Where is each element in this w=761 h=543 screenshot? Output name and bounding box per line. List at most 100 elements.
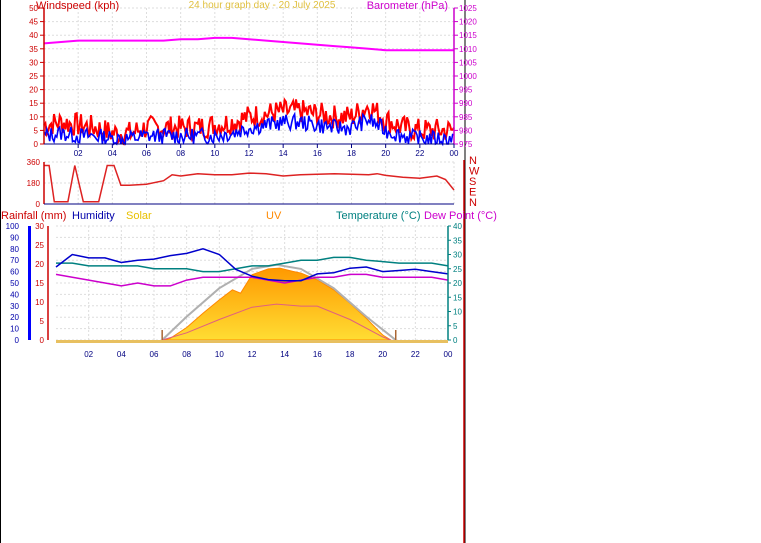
wind-x-tick-label: 00 [450, 149, 459, 158]
rain-tick-label: 0 [40, 336, 45, 345]
wind-left-tick-label: 15 [29, 99, 38, 108]
wind-x-tick-label: 02 [74, 149, 83, 158]
compass-label: S [469, 176, 476, 188]
wind-left-tick-label: 5 [34, 126, 39, 135]
environment-chart: Rainfall (mm) Humidity Solar UV Temperat… [1, 210, 497, 359]
direction-y-tick-label: 360 [27, 158, 41, 167]
humidity-tick-label: 0 [15, 336, 20, 345]
temperature-tick-label: 10 [453, 308, 462, 317]
wind-left-tick-label: 25 [29, 72, 38, 81]
env-x-tick-label: 08 [182, 350, 191, 359]
humidity-tick-label: 70 [10, 256, 19, 265]
barometer-line [43, 36, 454, 52]
humidity-axis-label: Humidity [72, 210, 115, 222]
baro-right-tick-label: 1000 [459, 72, 477, 81]
env-x-axis-bar [56, 340, 448, 343]
baro-right-tick-label: 1010 [459, 45, 477, 54]
dewpoint-axis-label: Dew Point (°C) [424, 210, 497, 222]
dewpoint-line [55, 273, 449, 287]
env-x-tick-label: 04 [117, 350, 126, 359]
rainfall-axis-label: Rainfall (mm) [1, 210, 66, 222]
wind-x-tick-label: 06 [142, 149, 151, 158]
windspeed-axis-label: Windspeed (kph) [36, 0, 119, 12]
baro-right-tick-label: 1005 [459, 58, 477, 67]
env-x-tick-label: 18 [346, 350, 355, 359]
wind-x-tick-label: 16 [313, 149, 322, 158]
humidity-tick-label: 40 [10, 290, 19, 299]
wind-chart-series [43, 36, 455, 147]
humidity-tick-label: 100 [6, 222, 20, 231]
wind-left-tick-label: 35 [29, 45, 38, 54]
rain-tick-label: 25 [35, 241, 44, 250]
baro-right-tick-label: 1015 [459, 31, 477, 40]
humidity-tick-label: 30 [10, 302, 19, 311]
humidity-tick-label: 80 [10, 245, 19, 254]
humidity-tick-label: 90 [10, 233, 19, 242]
env-x-tick-label: 16 [313, 350, 322, 359]
humidity-line [55, 248, 449, 282]
uv-line [162, 303, 391, 341]
wind-x-tick-label: 12 [245, 149, 254, 158]
wind-left-tick-label: 20 [29, 86, 38, 95]
solar-label: Solar [126, 210, 152, 222]
env-x-tick-label: 12 [248, 350, 257, 359]
wind-left-tick-label: 50 [29, 4, 38, 13]
rain-tick-label: 10 [35, 298, 44, 307]
temperature-line [56, 256, 449, 273]
env-x-tick-label: 20 [378, 350, 387, 359]
compass-label: W [469, 166, 480, 178]
rain-tick-label: 5 [40, 317, 45, 326]
wind-pressure-chart: 0510152025303540455097598098599099510001… [29, 0, 477, 158]
barometer-axis-label: Barometer (hPa) [367, 0, 448, 12]
wind-x-tick-label: 04 [108, 149, 117, 158]
env-x-tick-label: 06 [150, 350, 159, 359]
direction-chart-series [44, 164, 455, 203]
rain-tick-label: 15 [35, 279, 44, 288]
wind-x-tick-label: 08 [176, 149, 185, 158]
wind-average-line [43, 111, 455, 147]
baro-right-tick-label: 1025 [459, 4, 477, 13]
wind-left-tick-label: 45 [29, 18, 38, 27]
env-x-tick-label: 22 [411, 350, 420, 359]
environment-chart-axes: 0102030405060708090100051015202530051015… [6, 222, 463, 359]
compass-label: N [469, 155, 477, 167]
humidity-tick-label: 20 [10, 313, 19, 322]
rain-tick-label: 20 [35, 260, 44, 269]
wind-left-tick-label: 40 [29, 31, 38, 40]
env-x-tick-label: 02 [84, 350, 93, 359]
direction-y-tick-label: 180 [27, 179, 41, 188]
wind-left-tick-label: 0 [34, 140, 39, 149]
temperature-tick-label: 5 [453, 322, 458, 331]
env-x-tick-label: 00 [444, 350, 453, 359]
temperature-tick-label: 40 [453, 222, 462, 231]
wind-x-tick-label: 14 [279, 149, 288, 158]
temperature-tick-label: 35 [453, 236, 462, 245]
graph-title: 24 hour graph day - 20 July 2025 [189, 0, 336, 11]
baro-right-tick-label: 1020 [459, 18, 477, 27]
uv-label: UV [266, 210, 282, 222]
temperature-tick-label: 25 [453, 265, 462, 274]
direction-y-tick-label: 0 [36, 200, 41, 209]
temperature-axis-label: Temperature (°C) [336, 210, 420, 222]
rain-tick-label: 30 [35, 222, 44, 231]
temperature-tick-label: 15 [453, 293, 462, 302]
wind-x-tick-label: 20 [381, 149, 390, 158]
wind-left-tick-label: 10 [29, 113, 38, 122]
wind-left-tick-label: 30 [29, 58, 38, 67]
env-x-tick-label: 14 [280, 350, 289, 359]
baro-right-tick-label: 995 [459, 86, 473, 95]
environment-chart-series [55, 248, 449, 342]
environment-legend: Rainfall (mm) Humidity Solar UV Temperat… [1, 210, 497, 222]
wind-direction-line [44, 164, 455, 203]
temperature-tick-label: 20 [453, 279, 462, 288]
temperature-tick-label: 0 [453, 336, 458, 345]
baro-right-tick-label: 975 [459, 140, 473, 149]
wind-chart-axes: 0510152025303540455097598098599099510001… [29, 4, 477, 158]
wind-x-tick-label: 22 [415, 149, 424, 158]
humidity-tick-label: 50 [10, 279, 19, 288]
humidity-axis-bar [28, 226, 31, 340]
humidity-tick-label: 60 [10, 268, 19, 277]
